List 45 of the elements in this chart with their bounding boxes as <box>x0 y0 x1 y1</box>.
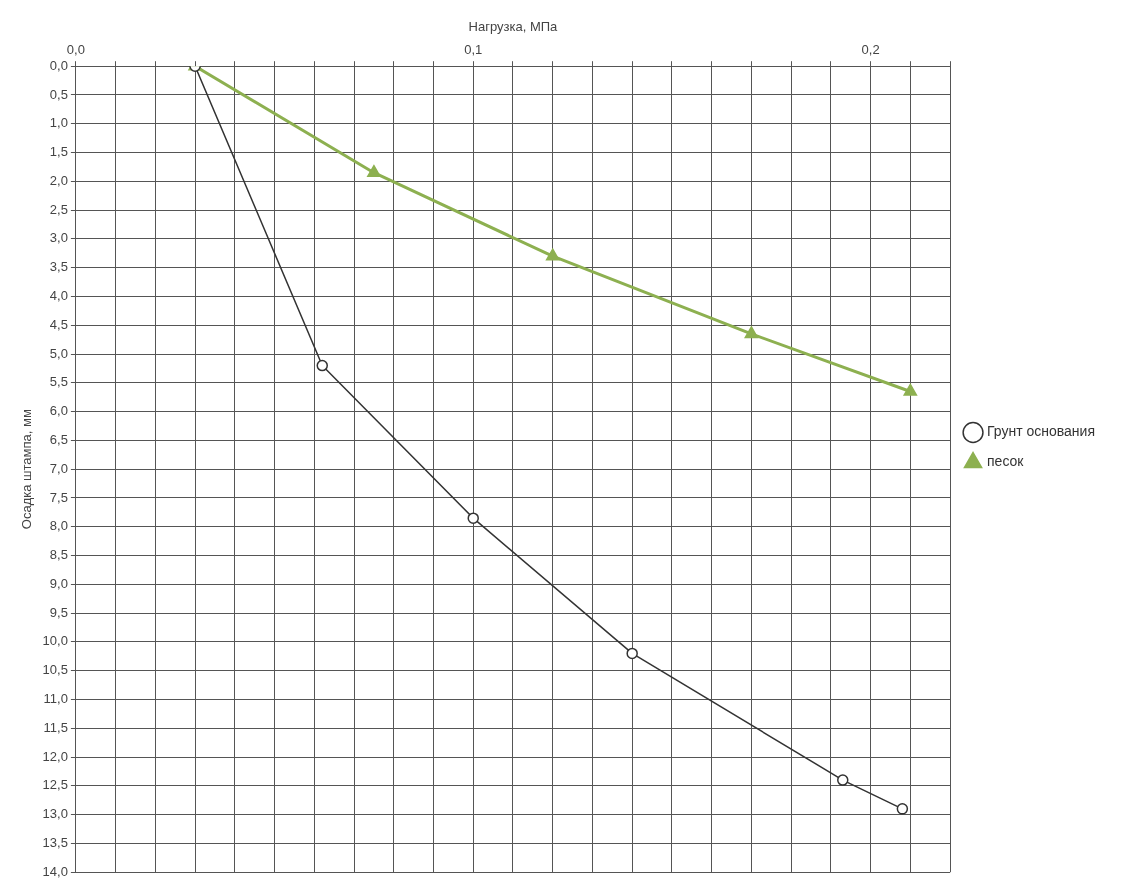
y-tick-label: 1,0 <box>49 115 68 131</box>
x-tick-label: 0,1 <box>464 41 483 57</box>
point <box>744 326 759 339</box>
y-tick-label: 11,0 <box>43 691 68 707</box>
point <box>896 803 909 815</box>
y-tick-label: 6,0 <box>49 403 68 419</box>
point <box>545 248 560 261</box>
x-axis-title: Нагрузка, МПа <box>468 19 559 35</box>
y-tick-label: 11,5 <box>43 719 68 735</box>
y-tick-label: 7,5 <box>49 489 68 505</box>
y-tick-label: 12,5 <box>42 777 68 793</box>
legend-label: Грунт основания <box>987 423 1096 440</box>
y-tick-label: 0,5 <box>49 86 68 102</box>
y-tick-label: 8,5 <box>49 547 68 563</box>
y-tick-label: 4,0 <box>49 288 68 304</box>
y-tick-label: 7,0 <box>49 460 68 476</box>
y-tick-label: 6,5 <box>49 431 68 447</box>
y-tick-label: 9,5 <box>49 604 68 620</box>
y-tick-label: 13,0 <box>42 806 68 822</box>
y-tick-label: 3,5 <box>49 259 68 275</box>
y-tick-label: 12,0 <box>42 748 68 764</box>
y-tick-label: 5,5 <box>49 374 68 390</box>
y-tick-label: 5,0 <box>49 345 68 361</box>
y-tick-label: 10,0 <box>42 633 68 649</box>
y-tick-label: 2,0 <box>49 172 68 188</box>
y-tick-label: 10,5 <box>42 662 68 678</box>
point <box>837 774 849 786</box>
point <box>903 383 918 396</box>
y-tick-label: 13,5 <box>42 834 68 850</box>
point <box>367 164 381 177</box>
y-axis-title: Осадка штампа, мм <box>19 409 35 530</box>
legend-label: песок <box>987 453 1025 470</box>
y-tick-label: 8,0 <box>49 518 68 534</box>
y-tick-label: 0,0 <box>49 57 68 73</box>
y-tick-label: 14,0 <box>42 863 68 879</box>
point <box>626 647 638 660</box>
y-tick-label: 9,0 <box>49 575 68 591</box>
y-tick-label: 4,5 <box>49 316 68 332</box>
y-tick-label: 1,5 <box>49 144 68 160</box>
point <box>316 359 328 372</box>
x-tick-label: 0,2 <box>861 41 880 57</box>
point <box>467 512 479 524</box>
y-tick-label: 3,0 <box>49 230 68 246</box>
x-tick-label: 0,0 <box>66 41 85 57</box>
y-tick-label: 2,5 <box>49 201 68 217</box>
